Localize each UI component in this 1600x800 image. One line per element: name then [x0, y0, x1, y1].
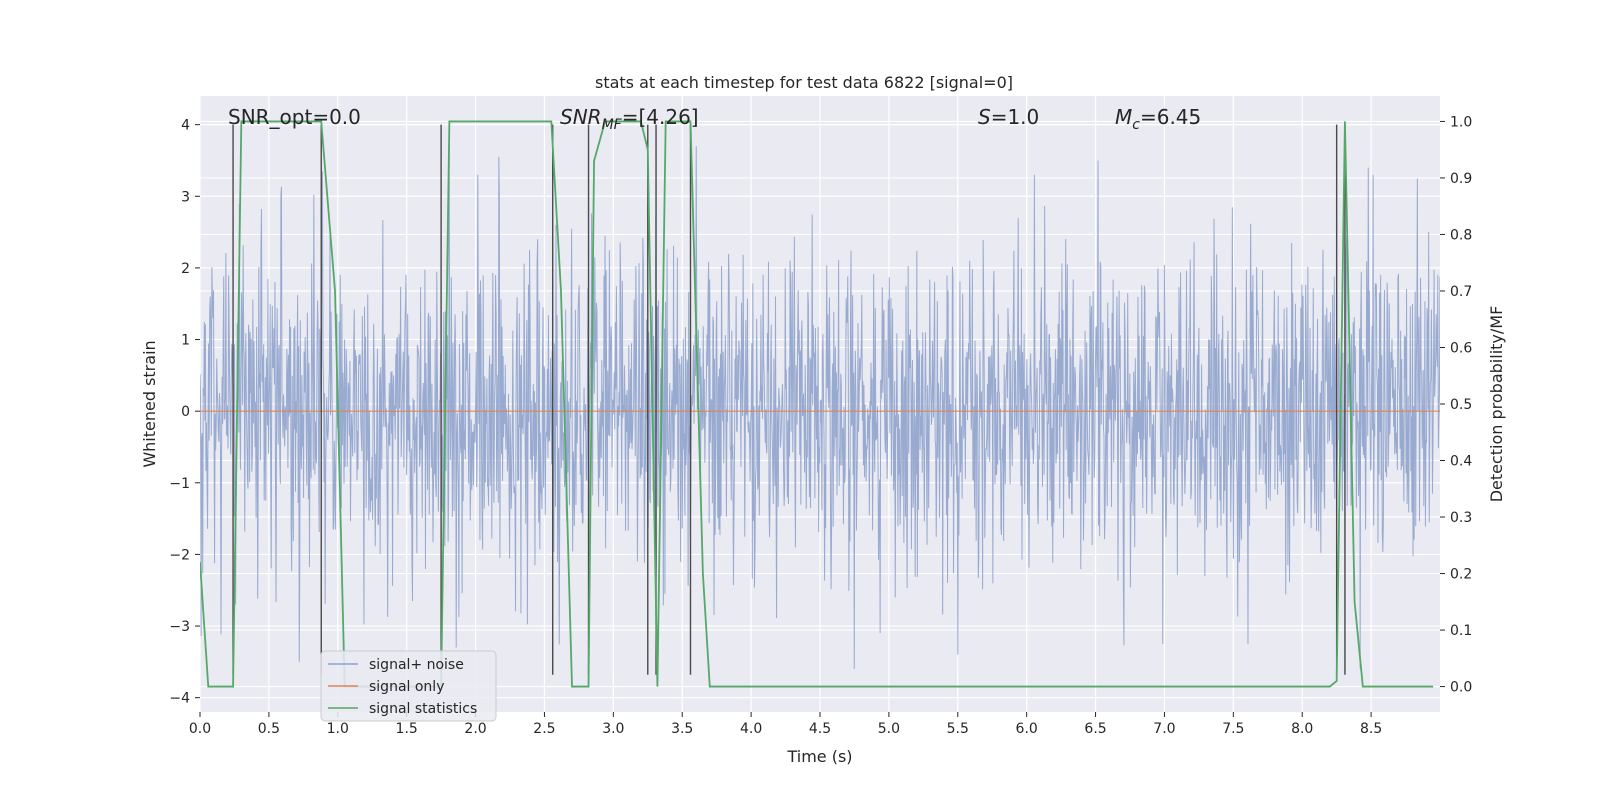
y-tick-label-0: −4: [169, 691, 190, 707]
annotation-snr-mf-subscript: MF: [602, 117, 623, 133]
annotation-mc-subscript: c: [1132, 117, 1140, 133]
annotation-s-value: =1.0: [991, 105, 1040, 129]
y-right-tick-label-0: 0.0: [1450, 680, 1472, 696]
y-right-tick-label-8: 0.8: [1450, 227, 1472, 243]
y-tick-label-8: 4: [181, 118, 190, 134]
x-tick-label-10: 5.0: [878, 721, 900, 737]
x-tick-label-4: 2.0: [464, 721, 486, 737]
y-tick-label-6: 2: [181, 261, 190, 277]
x-tick-label-8: 4.0: [740, 721, 762, 737]
y-axis-ticks: −4 −3 −2 −1 0 1 2 3 4: [169, 118, 200, 707]
y-tick-label-1: −3: [169, 619, 190, 635]
x-tick-label-11: 5.5: [947, 721, 969, 737]
x-tick-label-0: 0.0: [189, 721, 211, 737]
x-tick-label-13: 6.5: [1084, 721, 1106, 737]
y-right-tick-label-10: 1.0: [1450, 114, 1472, 130]
y-tick-label-3: −1: [169, 476, 190, 492]
series-signal-statistics: [200, 120, 1434, 688]
x-tick-label-1: 0.5: [258, 721, 280, 737]
annotation-mc-value: =6.45: [1140, 105, 1201, 129]
x-tick-label-2: 1.0: [327, 721, 349, 737]
x-tick-label-5: 2.5: [533, 721, 555, 737]
y-tick-label-7: 3: [181, 189, 190, 205]
y-right-tick-label-9: 0.9: [1450, 171, 1472, 187]
x-axis-ticks: 0.0 0.5 1.0 1.5 2.0 2.5 3.0 3.5 4.0 4.5 5.0 5.5 6.0 6…: [189, 712, 1382, 737]
annotation-snr-mf-symbol: SNR: [560, 105, 602, 129]
legend-entry-signal-only: signal only: [369, 679, 444, 695]
y-axis-right-label: Detection probability/MF: [1487, 306, 1506, 503]
annotation-mc-symbol: M: [1115, 105, 1132, 129]
x-tick-label-6: 3.0: [602, 721, 624, 737]
x-tick-label-12: 6.0: [1016, 721, 1038, 737]
annotation-snr-mf: SNRMF=[4.26]: [560, 105, 699, 133]
x-tick-label-16: 8.0: [1291, 721, 1313, 737]
annotation-mc: Mc=6.45: [1115, 105, 1201, 133]
y-right-tick-label-5: 0.5: [1450, 397, 1472, 413]
x-tick-label-14: 7.0: [1153, 721, 1175, 737]
x-tick-label-17: 8.5: [1360, 721, 1382, 737]
vertical-markers: [232, 124, 1346, 675]
x-tick-label-7: 3.5: [671, 721, 693, 737]
annotation-s: S=1.0: [978, 105, 1039, 129]
y-tick-label-5: 1: [181, 333, 190, 349]
legend: signal+ noise signal only signal statist…: [320, 650, 497, 722]
y-right-tick-label-2: 0.2: [1450, 567, 1472, 583]
chart-title: stats at each timestep for test data 682…: [595, 73, 1013, 92]
y-right-tick-label-6: 0.6: [1450, 340, 1472, 356]
y-axis-label: Whitened strain: [140, 340, 159, 467]
y-tick-label-4: 0: [181, 404, 190, 420]
annotation-snr-mf-value: =[4.26]: [622, 105, 699, 129]
legend-box: [320, 650, 497, 722]
y-axis-right-ticks: 0.0 0.1 0.2 0.3 0.4 0.5 0.6 0.7 0.8 0.9 1.0: [1440, 114, 1472, 696]
x-axis-label: Time (s): [786, 747, 852, 766]
x-tick-label-3: 1.5: [396, 721, 418, 737]
y-right-tick-label-4: 0.4: [1450, 454, 1472, 470]
legend-entry-signal-statistics: signal statistics: [369, 701, 477, 717]
y-tick-label-2: −2: [169, 547, 190, 563]
series-signal-noise: [200, 135, 1440, 670]
annotation-snr-opt: SNR_opt=0.0: [228, 105, 361, 129]
legend-entry-signal-noise: signal+ noise: [369, 657, 464, 673]
y-right-tick-label-3: 0.3: [1450, 510, 1472, 526]
annotation-s-symbol: S: [978, 105, 991, 129]
x-tick-label-15: 7.5: [1222, 721, 1244, 737]
x-tick-label-9: 4.5: [809, 721, 831, 737]
y-right-tick-label-1: 0.1: [1450, 623, 1472, 639]
y-right-tick-label-7: 0.7: [1450, 284, 1472, 300]
